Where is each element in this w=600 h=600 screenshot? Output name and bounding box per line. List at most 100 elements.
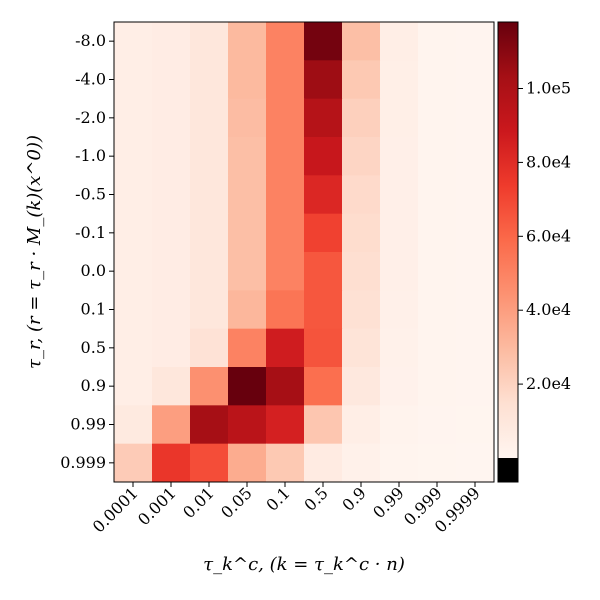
heatmap-cell (152, 367, 191, 406)
heatmap-cell (228, 405, 267, 445)
heatmap-cell (266, 443, 305, 483)
heatmap-cell (152, 137, 191, 176)
heatmap-cell (380, 98, 419, 138)
heatmap-cell (380, 60, 419, 100)
heatmap-cell (418, 213, 457, 253)
heatmap-cell (266, 98, 305, 138)
heatmap-cell (228, 290, 267, 330)
heatmap-cell (266, 175, 305, 215)
heatmap-cell (418, 98, 457, 138)
heatmap-cell (228, 443, 267, 483)
heatmap-cell (266, 22, 305, 61)
heatmap-cell (380, 213, 419, 253)
heatmap-cell (190, 367, 229, 406)
colorbar-under-extension (498, 458, 518, 482)
heatmap-cell (342, 405, 381, 445)
x-tick-label: 0.9 (338, 483, 369, 514)
heatmap-cell (190, 405, 229, 445)
heatmap-cell (418, 367, 457, 406)
heatmap-cell (190, 290, 229, 330)
heatmap-cell (114, 290, 153, 330)
heatmap-cell (190, 328, 229, 368)
y-tick-label: 0.5 (81, 338, 106, 357)
y-tick-label: 0.1 (81, 300, 106, 319)
heatmap-cell (380, 22, 419, 61)
x-tick-label: 0.01 (179, 483, 218, 522)
heatmap-cell (418, 290, 457, 330)
colorbar-tick-label: 6.0e4 (526, 226, 571, 245)
heatmap-cell (190, 22, 229, 61)
heatmap-cell (114, 213, 153, 253)
heatmap-cell (114, 328, 153, 368)
x-tick-label: 0.05 (217, 483, 256, 522)
y-tick-label: -1.0 (75, 146, 106, 165)
x-tick-label: 0.1 (262, 483, 293, 514)
x-tick-label: 0.0001 (89, 483, 142, 536)
y-tick-label: -0.5 (75, 185, 106, 204)
y-tick-label: 0.0 (81, 261, 106, 280)
heatmap-cell (114, 252, 153, 291)
heatmap-cell (266, 60, 305, 100)
heatmap-cell (152, 290, 191, 330)
heatmap-cell (456, 175, 495, 215)
heatmap-cell (152, 443, 191, 483)
heatmap-cell (418, 175, 457, 215)
y-tick-label: 0.99 (70, 415, 106, 434)
heatmap-cell (114, 22, 153, 61)
heatmap-cell (304, 213, 343, 253)
heatmap-cell (152, 252, 191, 291)
y-tick-label: -0.1 (75, 223, 106, 242)
heatmap-cell (304, 22, 343, 61)
heatmap-cell (228, 328, 267, 368)
heatmap-cell (266, 213, 305, 253)
x-axis-label: τ_k^c, (k = τ_k^c · n) (203, 554, 405, 575)
heatmap-cell (152, 213, 191, 253)
heatmap-cells (114, 22, 495, 483)
heatmap-cell (342, 22, 381, 61)
heatmap-cell (114, 367, 153, 406)
colorbar-tick-label: 4.0e4 (526, 300, 571, 319)
colorbar-tick-label: 1.0e5 (526, 79, 571, 98)
heatmap-cell (190, 98, 229, 138)
heatmap-cell (380, 137, 419, 176)
heatmap-cell (380, 328, 419, 368)
heatmap-cell (228, 175, 267, 215)
heatmap-cell (152, 60, 191, 100)
plot-frame (113, 21, 495, 483)
heatmap-cell (418, 405, 457, 445)
heatmap-cell (342, 137, 381, 176)
heatmap-cell (304, 60, 343, 100)
heatmap-cell (456, 22, 495, 61)
heatmap-cell (266, 137, 305, 176)
heatmap-cell (380, 175, 419, 215)
heatmap-cell (304, 252, 343, 291)
heatmap-cell (190, 252, 229, 291)
heatmap-cell (342, 328, 381, 368)
heatmap-cell (266, 290, 305, 330)
heatmap-cell (190, 443, 229, 483)
heatmap-cell (304, 405, 343, 445)
heatmap-cell (114, 175, 153, 215)
heatmap-cell (456, 252, 495, 291)
heatmap-cell (380, 405, 419, 445)
heatmap-cell (266, 328, 305, 368)
heatmap-cell (190, 137, 229, 176)
heatmap-cell (304, 443, 343, 483)
heatmap-cell (342, 290, 381, 330)
heatmap-cell (304, 367, 343, 406)
heatmap-cell (228, 60, 267, 100)
heatmap-cell (418, 137, 457, 176)
heatmap-cell (342, 213, 381, 253)
y-tick-label: 0.9 (81, 376, 106, 395)
colorbar-tick-label: 2.0e4 (526, 374, 571, 393)
heatmap-cell (342, 367, 381, 406)
heatmap-cell (114, 60, 153, 100)
heatmap-cell (152, 328, 191, 368)
heatmap-cell (342, 252, 381, 291)
heatmap-cell (456, 213, 495, 253)
heatmap-cell (342, 443, 381, 483)
heatmap-cell (456, 443, 495, 483)
heatmap-cell (418, 443, 457, 483)
